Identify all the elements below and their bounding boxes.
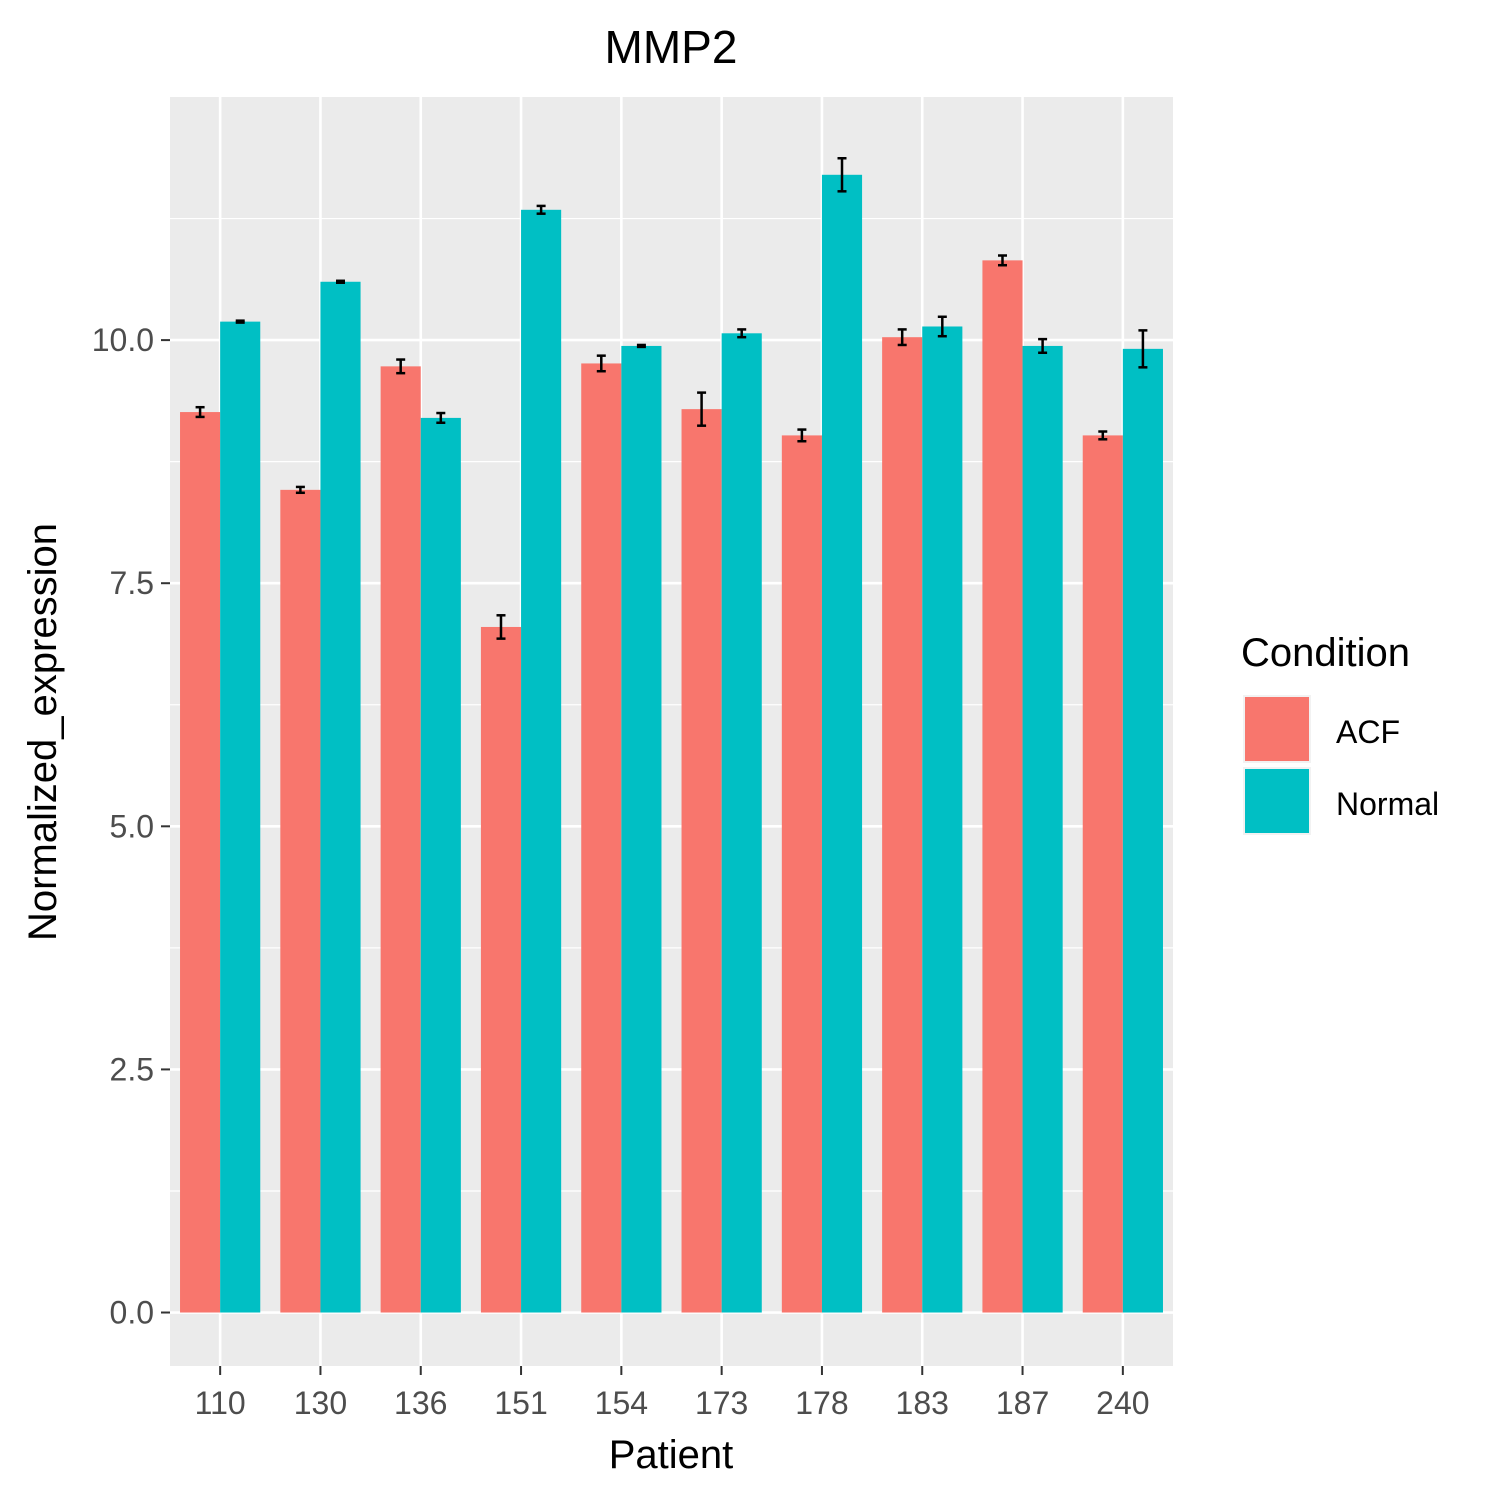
bar-normal-130 xyxy=(320,281,361,1313)
legend-label-acf: ACF xyxy=(1336,714,1400,750)
bar-normal-187 xyxy=(1022,345,1063,1313)
bar-acf-240 xyxy=(1082,435,1123,1313)
x-tick-label: 151 xyxy=(494,1385,547,1421)
bar-normal-154 xyxy=(621,345,662,1313)
legend-swatch-acf xyxy=(1245,697,1309,761)
x-tick-label: 110 xyxy=(195,1385,246,1421)
bar-normal-173 xyxy=(721,333,762,1313)
bar-acf-178 xyxy=(781,435,822,1313)
bar-normal-151 xyxy=(521,209,562,1313)
x-tick-label: 240 xyxy=(1096,1385,1149,1421)
x-tick-label: 173 xyxy=(695,1385,748,1421)
bar-acf-187 xyxy=(982,260,1023,1313)
bar-normal-183 xyxy=(922,326,963,1313)
legend: Condition ACF Normal xyxy=(1241,631,1439,835)
x-tick-label: 178 xyxy=(795,1385,848,1421)
y-tick-label: 2.5 xyxy=(110,1051,154,1087)
bar-normal-178 xyxy=(821,174,863,1313)
bar-acf-183 xyxy=(882,337,923,1313)
x-tick-label: 130 xyxy=(294,1385,347,1421)
x-tick-label: 136 xyxy=(394,1385,447,1421)
legend-swatch-normal xyxy=(1245,769,1309,833)
bar-acf-173 xyxy=(681,409,722,1313)
y-axis-title: Normalized_expression xyxy=(21,523,65,941)
y-tick-label: 5.0 xyxy=(110,808,154,844)
bar-normal-240 xyxy=(1122,348,1163,1313)
bar-acf-136 xyxy=(380,366,421,1313)
x-axis-title: Patient xyxy=(609,1433,734,1477)
bar-acf-151 xyxy=(480,626,522,1313)
chart-title: MMP2 xyxy=(605,21,738,73)
y-tick-label: 0.0 xyxy=(110,1295,154,1331)
y-tick-label: 10.0 xyxy=(92,322,154,358)
x-tick-label: 183 xyxy=(896,1385,949,1421)
legend-title: Condition xyxy=(1241,631,1410,675)
bar-normal-110 xyxy=(220,321,261,1313)
bar-acf-154 xyxy=(581,363,622,1313)
x-tick-label: 187 xyxy=(996,1385,1049,1421)
bar-acf-130 xyxy=(280,489,321,1313)
bar-acf-110 xyxy=(180,412,221,1313)
y-tick-label: 7.5 xyxy=(110,565,154,601)
bar-normal-136 xyxy=(420,417,461,1313)
x-tick-label: 154 xyxy=(595,1385,648,1421)
legend-label-normal: Normal xyxy=(1336,786,1439,822)
